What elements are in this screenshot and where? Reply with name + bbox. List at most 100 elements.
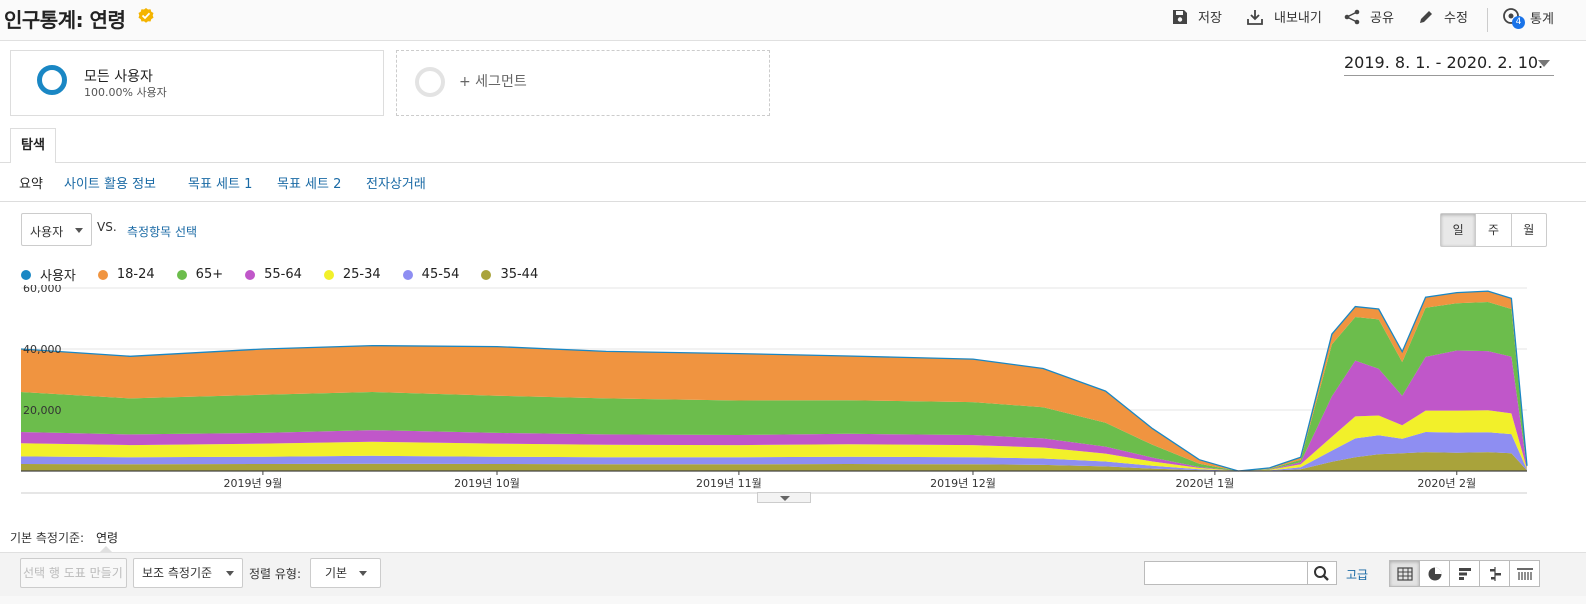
pencil-icon (1420, 10, 1432, 23)
subtab-goal-set-2[interactable]: 목표 세트 2 (277, 177, 342, 192)
tab-divider (0, 162, 1586, 163)
segment-name: 모든 사용자 (84, 69, 153, 85)
pie-view-button[interactable] (1419, 561, 1449, 586)
users-total-line (20, 290, 1528, 472)
verified-badge-icon (138, 8, 154, 23)
search-icon (1314, 566, 1329, 581)
segment-ring-icon (37, 65, 67, 95)
legend-dot-icon (176, 269, 187, 280)
bar-view-button[interactable] (1449, 561, 1479, 586)
save-label: 저장 (1198, 11, 1222, 26)
save-button[interactable]: 저장 (1172, 7, 1222, 26)
share-label: 공유 (1370, 11, 1394, 26)
export-button[interactable]: 내보내기 (1246, 7, 1322, 26)
stacked-area-chart: 60,000 40,000 20,000 2019년 9월 2019년 10월 2019년… (20, 285, 1528, 494)
advanced-filter-link[interactable]: 고급 (1346, 568, 1369, 582)
chevron-down-icon (226, 571, 234, 576)
edit-button[interactable]: 수정 (1418, 7, 1468, 26)
chevron-down-icon (75, 228, 83, 233)
subtab-site-usage[interactable]: 사이트 활용 정보 (64, 177, 156, 192)
x-tick-label: 2020년 1월 (1176, 477, 1235, 490)
plot-rows-button[interactable]: 선택 행 도표 만들기 (20, 558, 127, 588)
pie-view-icon (1428, 567, 1441, 580)
y-tick-label: 60,000 (23, 285, 62, 295)
legend-item: 18-24 (97, 265, 155, 284)
grid-view-icon (1396, 566, 1413, 581)
legend-label: 18-24 (116, 267, 155, 282)
add-segment-card[interactable]: + 세그먼트 (396, 50, 770, 116)
x-tick-label: 2019년 10월 (454, 477, 520, 490)
compare-metric-link[interactable]: 측정항목 선택 (127, 225, 198, 239)
sort-type-label: 정렬 유형: (249, 567, 302, 581)
x-tick-label: 2020년 2월 (1417, 477, 1476, 490)
download-icon (1247, 9, 1263, 25)
chevron-down-icon (780, 496, 790, 501)
page-title: 인구통계: 연령 (4, 8, 126, 32)
legend-item: 25-34 (323, 265, 381, 284)
comparison-view-button[interactable] (1479, 561, 1509, 586)
legend-label: 45-54 (421, 267, 460, 282)
edit-label: 수정 (1444, 11, 1468, 26)
legend-dot-icon (245, 269, 256, 280)
y-tick-label: 40,000 (23, 343, 62, 356)
subtab-goal-set-1[interactable]: 목표 세트 1 (188, 177, 253, 192)
period-week-button[interactable]: 주 (1475, 214, 1510, 246)
area-series-35-44 (21, 452, 1527, 471)
grid-view-button[interactable] (1390, 561, 1419, 586)
legend-label: 사용자 (40, 269, 76, 284)
legend-dot-icon (21, 269, 31, 280)
primary-dimension-label: 기본 측정기준: (10, 531, 85, 545)
legend-item: 65+ (176, 265, 224, 284)
period-toggle: 일 주 월 (1440, 213, 1547, 247)
insights-badge: 4 (1512, 16, 1525, 29)
period-month-button[interactable]: 월 (1510, 214, 1546, 246)
area-series-45-54 (21, 432, 1527, 471)
pivot-view-button[interactable] (1509, 561, 1539, 586)
date-range-picker[interactable]: 2019. 8. 1. - 2020. 2. 10. (1344, 53, 1554, 76)
chart-resize-handle[interactable] (757, 492, 811, 503)
subtab-ecommerce[interactable]: 전자상거래 (366, 177, 426, 192)
x-tick-label: 2019년 12월 (930, 477, 996, 490)
share-icon (1344, 9, 1360, 24)
table-view-toggle (1389, 560, 1540, 587)
secondary-dimension-label: 보조 측정기준 (142, 566, 213, 580)
share-button[interactable]: 공유 (1344, 7, 1394, 26)
report-header (0, 0, 1586, 41)
legend-item: 사용자 (21, 265, 76, 284)
legend-item: 55-64 (245, 265, 302, 284)
export-label: 내보내기 (1274, 11, 1322, 26)
segment-all-users[interactable]: 모든 사용자 100.00% 사용자 (10, 50, 384, 116)
legend-label: 25-34 (342, 267, 381, 282)
table-header (0, 596, 1586, 604)
add-segment-label: + 세그먼트 (459, 74, 527, 90)
comparison-view-icon (1489, 566, 1501, 581)
empty-segment-ring-icon (415, 67, 445, 97)
legend-label: 55-64 (264, 267, 302, 282)
vs-label: VS. (97, 220, 117, 234)
period-day-button[interactable]: 일 (1441, 214, 1476, 246)
secondary-dimension-select[interactable]: 보조 측정기준 (133, 558, 243, 588)
search-button[interactable] (1307, 561, 1337, 585)
legend-label: 65+ (195, 267, 224, 282)
primary-dimension-value[interactable]: 연령 (96, 531, 119, 545)
bar-view-icon (1458, 567, 1471, 580)
insights-label: 통계 (1530, 11, 1554, 27)
subtab-summary[interactable]: 요약 (19, 177, 43, 192)
insights-button[interactable]: 4 통계 (1502, 7, 1554, 29)
segment-percentage: 100.00% 사용자 (84, 86, 167, 99)
legend-item: 35-44 (481, 265, 538, 284)
chart-legend: 사용자 18-24 65+ 55-64 25-34 45-54 35-44 (21, 265, 560, 284)
y-tick-label: 20,000 (23, 404, 62, 417)
sort-type-select[interactable]: 기본 (310, 558, 381, 588)
legend-dot-icon (323, 269, 334, 280)
legend-item: 45-54 (402, 265, 460, 284)
area-series-25-34 (21, 410, 1527, 471)
tab-explore[interactable]: 탐색 (10, 128, 56, 163)
table-search-input[interactable] (1144, 561, 1308, 585)
save-icon (1173, 9, 1187, 24)
insights-icon: 4 (1502, 7, 1525, 29)
pivot-view-icon (1516, 567, 1533, 580)
chevron-down-icon[interactable] (1538, 60, 1550, 67)
subtab-divider (0, 201, 1586, 202)
header-divider (1487, 8, 1488, 32)
